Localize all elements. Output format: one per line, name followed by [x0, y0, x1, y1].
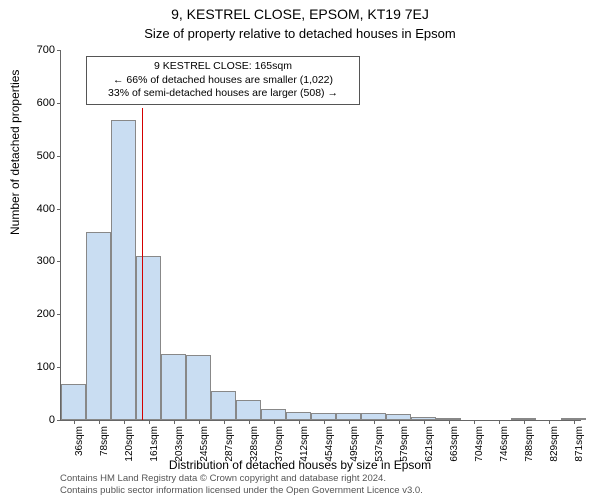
histogram-bar	[111, 120, 136, 420]
page-title: 9, KESTREL CLOSE, EPSOM, KT19 7EJ	[0, 6, 600, 22]
y-tick-label: 500	[15, 150, 55, 162]
x-tick-label: 579sqm	[399, 426, 410, 462]
x-tick-label: 287sqm	[224, 426, 235, 462]
histogram-bar	[286, 412, 311, 420]
y-tick-label: 700	[15, 44, 55, 56]
annotation-line: ← 66% of detached houses are smaller (1,…	[93, 74, 353, 88]
histogram-bar	[236, 400, 261, 420]
x-tick-label: 412sqm	[299, 426, 310, 462]
y-tick-label: 0	[15, 414, 55, 426]
histogram-bar	[336, 413, 361, 420]
y-tick-label: 600	[15, 97, 55, 109]
x-tick-label: 370sqm	[274, 426, 285, 462]
x-tick-label: 36sqm	[74, 426, 85, 456]
y-tick-label: 400	[15, 203, 55, 215]
x-tick-label: 495sqm	[349, 426, 360, 462]
x-tick-label: 120sqm	[124, 426, 135, 462]
x-axis-label: Distribution of detached houses by size …	[0, 458, 600, 472]
property-marker-line	[142, 108, 144, 420]
x-tick-label: 328sqm	[249, 426, 260, 462]
page-subtitle: Size of property relative to detached ho…	[0, 26, 600, 41]
histogram-bar	[61, 384, 86, 420]
x-tick-label: 788sqm	[524, 426, 535, 462]
credits-line-1: Contains HM Land Registry data © Crown c…	[60, 473, 423, 485]
x-tick-label: 537sqm	[374, 426, 385, 462]
x-tick-label: 621sqm	[424, 426, 435, 462]
x-tick-label: 203sqm	[174, 426, 185, 462]
histogram-bar	[261, 409, 286, 420]
annotation-line: 9 KESTREL CLOSE: 165sqm	[93, 60, 353, 74]
histogram-bar	[211, 391, 236, 420]
histogram-bar	[186, 355, 211, 420]
annotation-line: 33% of semi-detached houses are larger (…	[93, 87, 353, 101]
x-tick-label: 746sqm	[499, 426, 510, 462]
histogram-bar	[311, 413, 336, 420]
x-tick-label: 78sqm	[99, 426, 110, 456]
histogram-bar	[161, 354, 186, 420]
x-tick-label: 245sqm	[199, 426, 210, 462]
y-tick-label: 100	[15, 361, 55, 373]
chart-plot-area: 010020030040050060070036sqm78sqm120sqm16…	[60, 50, 580, 420]
x-tick-label: 663sqm	[449, 426, 460, 462]
x-tick-label: 454sqm	[324, 426, 335, 462]
x-tick-label: 829sqm	[549, 426, 560, 462]
y-tick-label: 300	[15, 255, 55, 267]
x-tick-label: 704sqm	[474, 426, 485, 462]
histogram-bar	[136, 256, 161, 420]
credits: Contains HM Land Registry data © Crown c…	[60, 473, 423, 497]
x-tick-label: 871sqm	[574, 426, 585, 462]
annotation-box: 9 KESTREL CLOSE: 165sqm← 66% of detached…	[86, 56, 360, 105]
histogram-bar	[361, 413, 386, 420]
x-tick-label: 161sqm	[149, 426, 160, 462]
y-tick-label: 200	[15, 308, 55, 320]
histogram-bar	[86, 232, 111, 420]
credits-line-2: Contains public sector information licen…	[60, 485, 423, 497]
